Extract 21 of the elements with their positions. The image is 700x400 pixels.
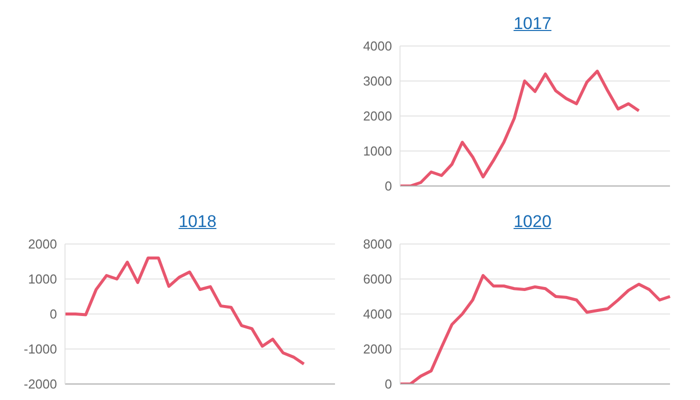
- y-tick-label: 2000: [28, 236, 57, 252]
- y-tick-label: 2000: [363, 108, 392, 124]
- y-tick-label: 0: [384, 178, 392, 194]
- line-series: [64, 256, 306, 366]
- y-tick-label: 1000: [28, 272, 57, 287]
- chart-title: 1020: [512, 212, 552, 233]
- line-series: [398, 70, 640, 186]
- y-tick-label: 4000: [363, 306, 392, 322]
- y-tick-label: 0: [50, 306, 57, 322]
- y-tick-label: 1000: [363, 144, 392, 159]
- y-tick-label: 2000: [363, 342, 392, 357]
- y-tick-label: -1000: [24, 342, 57, 357]
- line-series: [398, 274, 672, 384]
- y-tick-label: -2000: [24, 376, 57, 392]
- chart-title: 1018: [178, 212, 218, 233]
- chart-title: 1017: [512, 14, 552, 35]
- y-tick-label: 0: [384, 376, 392, 392]
- y-tick-label: 6000: [363, 272, 392, 287]
- y-tick-label: 4000: [363, 38, 392, 54]
- y-tick-label: 8000: [363, 236, 392, 252]
- y-tick-label: 3000: [363, 74, 392, 89]
